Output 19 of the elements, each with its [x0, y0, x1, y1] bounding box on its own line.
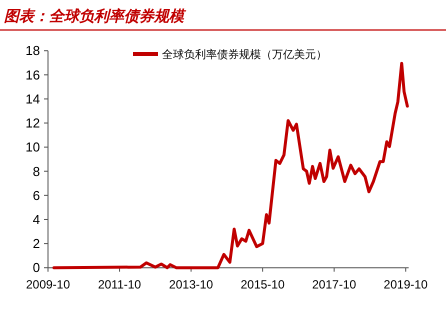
y-tick-label: 8	[32, 164, 40, 179]
y-tick-label: 6	[32, 188, 40, 203]
x-tick-label: 2015-10	[240, 278, 285, 292]
x-tick-label: 2017-10	[312, 278, 356, 292]
y-tick-label: 14	[26, 91, 40, 106]
chart-title: 图表：全球负利率债券规模	[4, 7, 187, 25]
legend-label: 全球负利率债券规模（万亿美元）	[162, 48, 327, 61]
y-tick-label: 0	[32, 260, 40, 276]
line-series	[52, 62, 409, 270]
y-tick-label: 12	[26, 116, 40, 131]
y-tick-label: 18	[26, 43, 40, 58]
y-tick-label: 16	[26, 67, 40, 82]
x-tick-label: 2019-10	[384, 278, 428, 292]
y-tick-label: 2	[32, 236, 40, 252]
x-tick-label: 2009-10	[26, 278, 70, 292]
x-tick-label: 2011-10	[98, 278, 142, 292]
x-tick-label: 2013-10	[169, 278, 214, 292]
y-tick-label: 10	[26, 140, 40, 155]
y-tick-label: 4	[32, 212, 40, 227]
